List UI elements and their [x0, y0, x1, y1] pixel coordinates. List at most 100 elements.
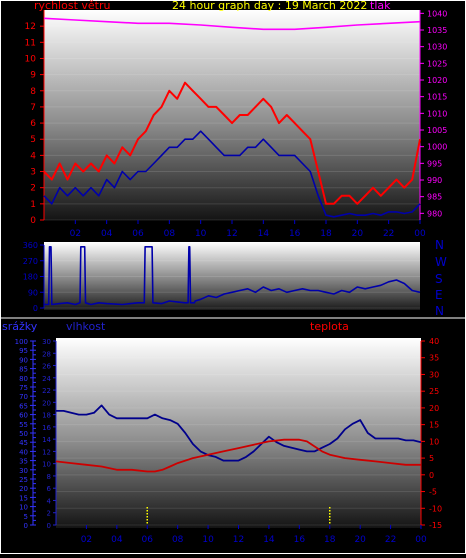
rain-y-tick-label: 15: [19, 494, 28, 502]
humidity-y-tick-label: 8: [47, 473, 51, 481]
wind-x-tick-label: 06: [132, 229, 144, 239]
pressure-y-tick-label: 1010: [427, 109, 447, 118]
rain-y-tick-label: 85: [19, 366, 28, 374]
wind-y-tick-label: 7: [30, 103, 36, 113]
pressure-y-tick-label: 1025: [427, 59, 447, 68]
rain-y-tick-label: 90: [19, 356, 28, 364]
wind-x-tick-label: 02: [70, 229, 81, 239]
wind-x-tick-label: 00: [414, 229, 426, 239]
temperature-y-tick-label: 30: [429, 370, 439, 379]
humidity-y-tick-label: 16: [42, 424, 51, 432]
wind-average-line: [43, 130, 421, 218]
rain-y-tick-label: 65: [19, 402, 28, 410]
temperature-y-tick-label: 35: [429, 354, 439, 363]
lower-x-tick-label: 14: [263, 535, 275, 545]
lower-x-tick-label: 18: [324, 535, 336, 545]
direction-plot-area: [44, 242, 420, 310]
pressure-y-tick-label: 1035: [427, 26, 447, 35]
temperature-y-tick-label: 25: [429, 387, 439, 396]
pressure-y-tick-label: 990: [427, 176, 442, 185]
wind-y-tick-label: 0: [30, 216, 36, 226]
humidity-y-tick-label: 26: [42, 363, 51, 371]
rain-y-tick-label: 45: [19, 439, 28, 447]
wind-y-tick-label: 9: [30, 71, 36, 81]
humidity-y-tick-label: 18: [42, 412, 51, 420]
lower-x-tick-label: 06: [142, 535, 154, 545]
compass-n-bottom: N: [435, 304, 444, 318]
lower-x-tick-label: 00: [415, 535, 427, 545]
humidity-y-tick-label: 22: [42, 387, 51, 395]
lower-plot-area: [56, 338, 421, 528]
compass-s: S: [435, 272, 443, 286]
pressure-y-tick-label: 980: [427, 209, 442, 218]
rain-y-tick-label: 35: [19, 458, 28, 466]
lower-x-tick-label: 02: [81, 535, 92, 545]
rain-y-tick-label: 30: [19, 467, 28, 475]
humidity-axis-title: vlhkost: [66, 320, 106, 333]
humidity-y-tick-label: 4: [47, 497, 52, 505]
rain-y-tick-label: 60: [19, 412, 28, 420]
humidity-y-tick-label: 28: [42, 350, 51, 358]
wind-y-tick-label: 12: [25, 22, 36, 32]
compass-e: E: [435, 288, 443, 302]
temperature-y-tick-label: 5: [429, 454, 434, 463]
wind-y-tick-label: 11: [25, 38, 36, 48]
wind-x-tick-label: 22: [383, 229, 394, 239]
wind-gust-line: [43, 81, 421, 205]
wind-y-tick-label: 6: [30, 119, 36, 129]
humidity-y-tick-label: 0: [47, 522, 51, 530]
graph-title: 24 hour graph day : 19 March 2022: [172, 0, 368, 12]
humidity-y-tick-label: 2: [47, 510, 51, 518]
pressure-y-tick-label: 995: [427, 159, 442, 168]
wind-y-tick-label: 8: [30, 87, 36, 97]
pressure-axis-title: tlak: [370, 0, 391, 12]
wind-x-tick-label: 20: [352, 229, 364, 239]
lower-x-tick-label: 04: [111, 535, 123, 545]
wind-y-tick-label: 1: [30, 200, 36, 210]
temperature-y-tick-label: 15: [429, 421, 439, 430]
lower-x-tick-label: 10: [202, 535, 214, 545]
wind-direction-line: [44, 246, 421, 306]
rain-y-tick-label: 5: [24, 513, 28, 521]
rain-y-tick-label: 55: [19, 421, 28, 429]
pressure-y-tick-label: 1000: [427, 143, 447, 152]
rain-y-tick-label: 20: [19, 485, 28, 493]
rain-y-tick-label: 25: [19, 476, 28, 484]
temperature-y-tick-label: 10: [429, 437, 439, 446]
wind-x-tick-label: 14: [258, 229, 270, 239]
wind-y-tick-label: 2: [30, 184, 36, 194]
temperature-line: [55, 438, 421, 473]
humidity-y-tick-label: 14: [42, 436, 51, 444]
direction-y-tick-label: 0: [33, 304, 38, 313]
pressure-line: [43, 17, 421, 31]
compass-w: W: [435, 255, 447, 269]
rain-axis-title: srážky: [2, 320, 38, 333]
rain-y-tick-label: 100: [15, 338, 28, 346]
humidity-y-tick-label: 20: [42, 399, 51, 407]
rain-y-tick-label: 80: [19, 375, 28, 383]
humidity-y-tick-label: 12: [42, 448, 51, 456]
lower-x-tick-label: 08: [172, 535, 184, 545]
lower-x-tick-label: 22: [385, 535, 396, 545]
humidity-y-tick-label: 24: [42, 375, 51, 383]
wind-y-tick-label: 5: [30, 135, 36, 145]
rain-y-tick-label: 95: [19, 347, 28, 355]
wind-y-tick-label: 10: [25, 54, 37, 64]
direction-y-tick-label: 90: [28, 288, 38, 297]
wind-x-tick-label: 12: [226, 229, 237, 239]
temperature-y-tick-label: 0: [429, 471, 434, 480]
direction-y-tick-label: 270: [23, 257, 38, 266]
lower-x-tick-label: 16: [294, 535, 306, 545]
temperature-y-tick-label: -5: [429, 488, 437, 497]
temperature-y-tick-label: 20: [429, 404, 439, 413]
wind-x-tick-label: 18: [320, 229, 332, 239]
pressure-y-tick-label: 1030: [427, 43, 447, 52]
temperature-y-tick-label: 40: [429, 337, 439, 346]
wind-y-tick-label: 3: [30, 168, 36, 178]
wind-x-tick-label: 10: [195, 229, 207, 239]
lower-x-tick-label: 20: [354, 535, 366, 545]
direction-y-tick-label: 360: [23, 241, 38, 250]
compass-n-top: N: [435, 238, 444, 252]
